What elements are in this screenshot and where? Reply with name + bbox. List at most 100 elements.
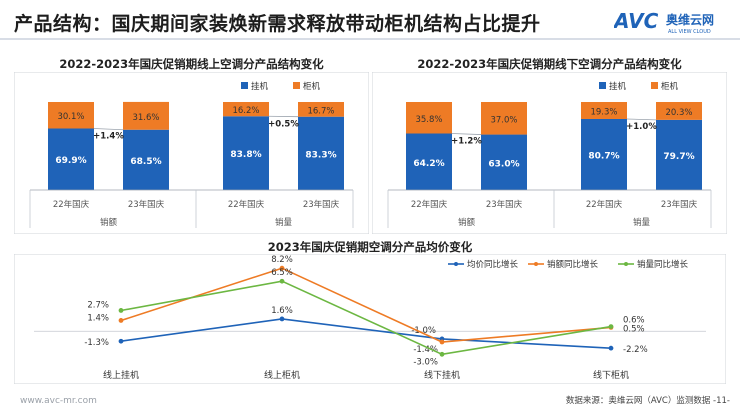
online-label-cabinet: 16.2% [232, 106, 259, 116]
online-label-hanging: 69.9% [55, 156, 86, 166]
offline-bar-cabinet [481, 102, 527, 135]
price-legend-label: 均价同比增长 [467, 259, 519, 270]
online-bar-hanging [223, 116, 269, 190]
price-point [118, 308, 124, 313]
price-point [118, 338, 124, 344]
price-legend-label: 销额同比增长 [547, 259, 599, 270]
offline-xtick: 23年国庆 [661, 199, 698, 210]
online-label-hanging: 68.5% [130, 157, 161, 167]
page-title: 产品结构：国庆期间家装焕新需求释放带动柜机结构占比提升 [14, 13, 541, 35]
offline-label-cabinet: 37.0% [490, 115, 517, 125]
price-data-label: 1.6% [271, 306, 293, 316]
offline-bar-cabinet [581, 102, 627, 119]
offline-label-cabinet: 35.8% [415, 115, 442, 125]
offline-delta-annotation: +1.0% [626, 122, 657, 132]
offline-bar-hanging [481, 134, 527, 190]
footer-source: 数据来源：奥维云网（AVC）监测数据 -11- [565, 396, 730, 406]
offline-label-cabinet: 19.3% [590, 107, 617, 117]
price-data-label: -3.0% [413, 357, 438, 367]
offline-label-hanging: 63.0% [488, 159, 519, 169]
footer-website: www.avc-mr.com [20, 396, 97, 406]
price-series-line [120, 280, 612, 356]
price-point [118, 318, 124, 323]
price-xtick: 线上柜机 [264, 369, 300, 381]
online-bar-cabinet [223, 102, 269, 117]
online-legend-label: 柜机 [303, 81, 321, 92]
online-legend-label: 挂机 [251, 81, 269, 92]
online-label-cabinet: 16.7% [307, 106, 334, 116]
offline-legend-swatch [651, 82, 658, 89]
offline-legend-swatch [599, 82, 606, 89]
price-data-label: 8.2% [271, 255, 293, 265]
chart-title-offline: 2022-2023年国庆促销期线下空调分产品结构变化 [417, 57, 682, 71]
offline-structure-chart: 挂机 柜机 64.2% 35.8% 22年国庆 63.0% 37.0% 23年国庆 80.7% 1… [372, 72, 727, 234]
price-data-label: 0.6% [623, 316, 645, 326]
online-legend-swatch [241, 82, 248, 89]
online-label-cabinet: 31.6% [132, 113, 159, 123]
online-structure-chart: 挂机 柜机 69.9% 30.1% 22年国庆 68.5% 31.6% 23年国庆 83.8% 1… [14, 72, 369, 234]
price-legend-marker [624, 262, 628, 266]
offline-connector [626, 118, 657, 121]
online-label-hanging: 83.3% [305, 150, 336, 160]
offline-label-cabinet: 20.3% [665, 108, 692, 118]
price-point [439, 351, 445, 357]
price-data-label: -1.0% [411, 326, 436, 336]
logo-mark: AVC [614, 9, 659, 33]
offline-xtick: 22年国庆 [586, 199, 623, 210]
online-bar-hanging [48, 128, 94, 190]
offline-xtick: 23年国庆 [486, 199, 523, 210]
avc-logo: AVC 奥维云网 ALL VIEW CLOUD [614, 9, 714, 35]
online-delta-annotation: +1.4% [93, 131, 124, 141]
offline-group-label: 销额 [458, 217, 476, 228]
online-label-cabinet: 30.1% [57, 112, 84, 122]
online-delta-annotation: +0.5% [268, 119, 299, 129]
price-legend-marker [454, 262, 458, 266]
price-change-chart: 均价同比增长 销额同比增长 销量同比增长 -1.3% 1.6% -1.0% -2.2% 1.4… [14, 254, 726, 384]
price-xtick: 线下柜机 [593, 369, 629, 381]
price-data-label: 1.4% [87, 313, 109, 323]
price-point [279, 265, 285, 271]
logo-en: ALL VIEW CLOUD [668, 29, 711, 35]
offline-label-hanging: 79.7% [663, 152, 694, 162]
offline-bar-cabinet [406, 102, 452, 134]
price-legend-label: 销量同比增长 [637, 259, 689, 270]
price-point [439, 339, 445, 345]
price-data-label: 6.5% [271, 268, 293, 278]
offline-xtick: 22年国庆 [411, 199, 448, 210]
online-xtick: 23年国庆 [303, 199, 340, 210]
online-bar-cabinet [123, 101, 169, 130]
price-point [608, 345, 614, 351]
price-xtick: 线下挂机 [424, 369, 460, 381]
price-series-line [120, 318, 612, 349]
price-data-label: -2.2% [623, 345, 648, 355]
offline-connector [451, 133, 482, 135]
price-data-label: -1.3% [84, 338, 109, 348]
price-data-label: 2.7% [87, 300, 109, 310]
online-bar-hanging [298, 116, 344, 190]
offline-delta-annotation: +1.2% [451, 137, 482, 147]
price-data-label: -1.4% [413, 345, 438, 355]
offline-bar-hanging [656, 119, 702, 190]
price-data-label: 0.5% [623, 324, 645, 334]
price-legend-marker [534, 262, 538, 266]
online-label-hanging: 83.8% [230, 150, 261, 160]
price-frame [14, 254, 726, 384]
offline-legend-label: 柜机 [661, 81, 679, 92]
online-bar-cabinet [48, 102, 94, 129]
online-bar-cabinet [298, 102, 344, 117]
price-series-line [120, 267, 612, 343]
price-point [279, 278, 285, 284]
offline-legend-label: 挂机 [609, 81, 627, 92]
offline-label-hanging: 64.2% [413, 159, 444, 169]
chart-title-price: 2023年国庆促销期空调分产品均价变化 [267, 240, 473, 254]
chart-title-online: 2022-2023年国庆促销期线上空调分产品结构变化 [59, 57, 324, 71]
offline-bar-cabinet [656, 102, 702, 120]
online-legend-swatch [293, 82, 300, 89]
online-xtick: 23年国庆 [128, 199, 165, 210]
online-group-label: 销量 [275, 217, 293, 228]
offline-bar-hanging [581, 118, 627, 190]
online-connector [93, 128, 124, 131]
online-bar-hanging [123, 129, 169, 190]
offline-group-label: 销量 [633, 217, 651, 228]
price-point [279, 316, 285, 322]
